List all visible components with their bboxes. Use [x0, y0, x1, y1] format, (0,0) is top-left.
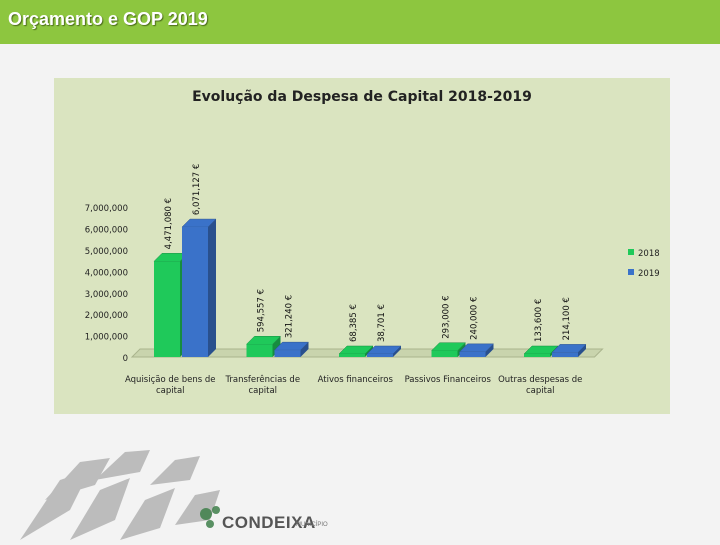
legend-label-2019: 2019 — [638, 269, 660, 279]
bar-2018 — [431, 350, 458, 357]
legend-swatch-2019 — [628, 269, 634, 275]
y-tick-label: 3,000,000 — [85, 290, 128, 300]
x-category-label: capital — [526, 386, 555, 396]
bar-side-2019 — [208, 219, 216, 357]
data-label-2019: 214,100 € — [562, 297, 572, 340]
data-label-2018: 133,600 € — [534, 299, 544, 342]
bar-2018 — [524, 354, 550, 357]
data-label-2018: 4,471,080 € — [164, 198, 174, 249]
bar-2019 — [459, 351, 486, 357]
bar-2019 — [274, 350, 301, 357]
data-label-2019: 6,071,127 € — [192, 164, 202, 215]
y-tick-label: 0 — [123, 354, 128, 364]
x-category-label: Aquisição de bens de — [125, 375, 215, 385]
logo-graphic — [0, 440, 720, 540]
bar-side-2019 — [393, 346, 401, 357]
x-category-label: Ativos financeiros — [318, 375, 394, 385]
bar-2018 — [246, 344, 273, 357]
logo-pattern — [20, 450, 220, 540]
logo-text: CONDEIXA — [222, 513, 316, 533]
data-label-2019: 321,240 € — [285, 295, 295, 338]
logo-name: CONDEIXA — [222, 513, 316, 532]
data-label-2018: 293,000 € — [442, 295, 452, 338]
legend-label-2018: 2018 — [638, 249, 660, 259]
chart-panel — [54, 78, 670, 414]
bar-side-2019 — [578, 344, 586, 357]
bar-2018 — [154, 261, 180, 357]
bar-side-2019 — [485, 343, 494, 357]
y-tick-label: 6,000,000 — [85, 226, 128, 236]
y-tick-label: 2,000,000 — [85, 311, 128, 321]
y-tick-label: 1,000,000 — [85, 333, 128, 343]
data-label-2019: 38,701 € — [377, 304, 387, 342]
x-category-label: capital — [248, 386, 277, 396]
bar-2019 — [552, 352, 578, 357]
bar-2018 — [339, 354, 365, 357]
data-label-2018: 68,385 € — [349, 304, 359, 342]
bar-side-2019 — [300, 342, 309, 357]
y-tick-label: 5,000,000 — [85, 247, 128, 257]
logo-subtext: MUNICÍPIO — [296, 522, 328, 528]
data-label-2018: 594,557 € — [257, 289, 267, 332]
x-category-label: Transferências de — [224, 374, 300, 385]
data-label-2019: 240,000 € — [470, 297, 480, 340]
header-bar — [0, 0, 720, 44]
slide-title: Orçamento e GOP 2019 — [8, 9, 208, 29]
bar-2019 — [367, 354, 393, 357]
x-category-label: Passivos Financeiros — [405, 375, 492, 385]
bar-2019 — [182, 227, 208, 357]
x-category-label: Outras despesas de — [498, 375, 582, 385]
x-category-label: capital — [156, 386, 185, 396]
chart-title: Evolução da Despesa de Capital 2018-2019 — [192, 89, 532, 105]
y-tick-label: 7,000,000 — [85, 204, 128, 214]
legend-swatch-2018 — [628, 249, 634, 255]
y-tick-label: 4,000,000 — [85, 268, 128, 278]
